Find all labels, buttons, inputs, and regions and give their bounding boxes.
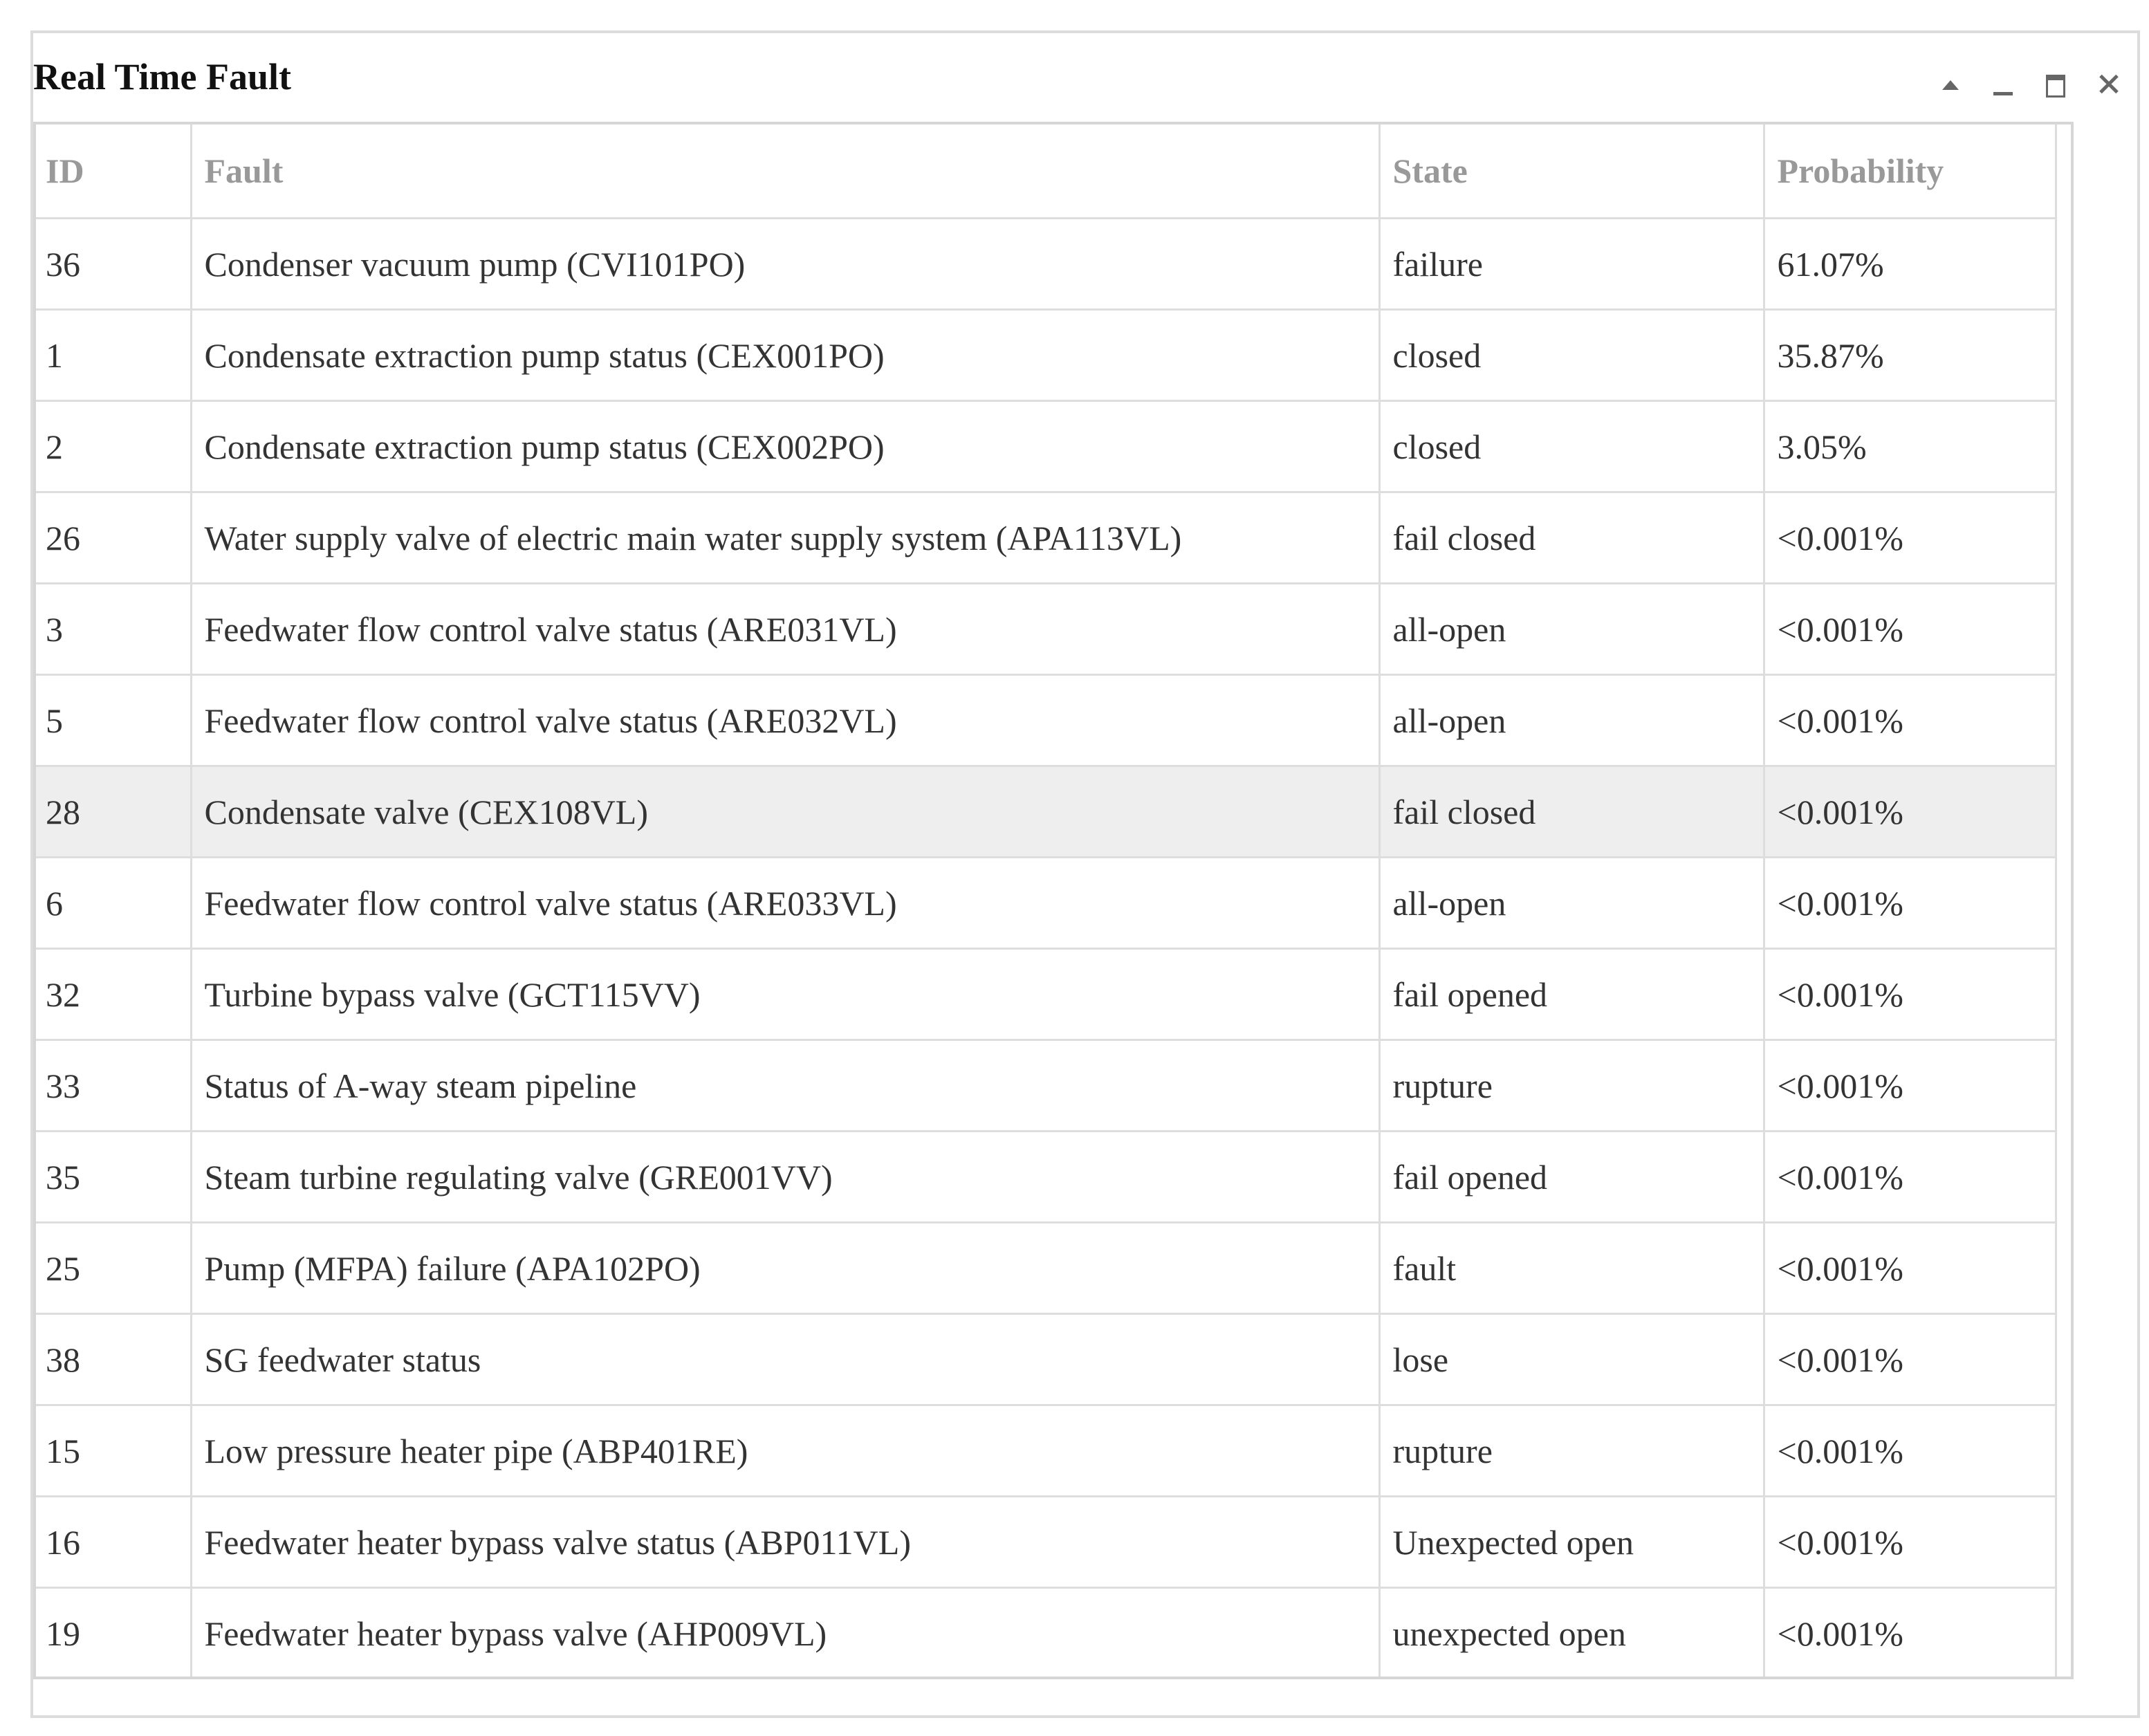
cell-probability: <0.001% (1764, 1222, 2057, 1315)
cell-fault: Feedwater flow control valve status (ARE… (191, 583, 1381, 676)
real-time-fault-panel: Real Time Fault ID Fault State Probabili… (30, 30, 2140, 1718)
table-row[interactable]: 16 Feedwater heater bypass valve status (… (36, 1496, 2057, 1589)
cell-id: 1 (36, 309, 192, 402)
cell-state: all-open (1379, 674, 1765, 767)
table-row[interactable]: 3 Feedwater flow control valve status (AR… (36, 583, 2057, 676)
cell-state: all-open (1379, 583, 1765, 676)
table-row[interactable]: 28 Condensate valve (CEX108VL) fail closed… (36, 766, 2057, 858)
cell-fault: Feedwater heater bypass valve (AHP009VL) (191, 1587, 1381, 1677)
close-icon[interactable] (2096, 72, 2121, 97)
cell-probability: <0.001% (1764, 492, 2057, 584)
cell-probability: <0.001% (1764, 1496, 2057, 1589)
cell-fault: Pump (MFPA) failure (APA102PO) (191, 1222, 1381, 1315)
cell-fault: Condensate extraction pump status (CEX00… (191, 400, 1381, 493)
column-header-fault[interactable]: Fault (191, 124, 1381, 219)
table-row[interactable]: 1 Condensate extraction pump status (CEX0… (36, 309, 2057, 402)
cell-state: closed (1379, 400, 1765, 493)
cell-probability: <0.001% (1764, 948, 2057, 1041)
cell-probability: <0.001% (1764, 857, 2057, 950)
cell-state: all-open (1379, 857, 1765, 950)
cell-state: fail closed (1379, 766, 1765, 858)
cell-id: 16 (36, 1496, 192, 1589)
cell-id: 32 (36, 948, 192, 1041)
cell-probability: <0.001% (1764, 1040, 2057, 1132)
cell-id: 36 (36, 218, 192, 311)
cell-id: 28 (36, 766, 192, 858)
column-header-state[interactable]: State (1379, 124, 1765, 219)
cell-fault: Condensate valve (CEX108VL) (191, 766, 1381, 858)
table-row[interactable]: 36 Condenser vacuum pump (CVI101PO) failur… (36, 218, 2057, 311)
cell-state: closed (1379, 309, 1765, 402)
cell-id: 26 (36, 492, 192, 584)
cell-fault: Condenser vacuum pump (CVI101PO) (191, 218, 1381, 311)
table-row[interactable]: 35 Steam turbine regulating valve (GRE001… (36, 1131, 2057, 1223)
fault-table-body: 36 Condenser vacuum pump (CVI101PO) failur… (36, 218, 2057, 1677)
cell-fault: SG feedwater status (191, 1313, 1381, 1406)
cell-probability: <0.001% (1764, 583, 2057, 676)
cell-fault: Feedwater flow control valve status (ARE… (191, 857, 1381, 950)
cell-id: 35 (36, 1131, 192, 1223)
cell-fault: Feedwater heater bypass valve status (AB… (191, 1496, 1381, 1589)
cell-id: 15 (36, 1405, 192, 1497)
table-row[interactable]: 32 Turbine bypass valve (GCT115VV) fail op… (36, 948, 2057, 1041)
table-row[interactable]: 6 Feedwater flow control valve status (AR… (36, 857, 2057, 950)
table-row[interactable]: 15 Low pressure heater pipe (ABP401RE) rup… (36, 1405, 2057, 1497)
cell-id: 38 (36, 1313, 192, 1406)
cell-state: fault (1379, 1222, 1765, 1315)
cell-probability: <0.001% (1764, 766, 2057, 858)
fault-table-container[interactable]: ID Fault State Probability 36 Condenser v… (33, 122, 2074, 1679)
cell-fault: Turbine bypass valve (GCT115VV) (191, 948, 1381, 1041)
column-header-id[interactable]: ID (36, 124, 192, 219)
cell-state: unexpected open (1379, 1587, 1765, 1677)
cell-probability: 3.05% (1764, 400, 2057, 493)
cell-state: Unexpected open (1379, 1496, 1765, 1589)
cell-probability: <0.001% (1764, 674, 2057, 767)
cell-fault: Condensate extraction pump status (CEX00… (191, 309, 1381, 402)
cell-id: 6 (36, 857, 192, 950)
cell-id: 25 (36, 1222, 192, 1315)
cell-fault: Low pressure heater pipe (ABP401RE) (191, 1405, 1381, 1497)
cell-id: 5 (36, 674, 192, 767)
table-row[interactable]: 26 Water supply valve of electric main wa… (36, 492, 2057, 584)
cell-state: rupture (1379, 1040, 1765, 1132)
table-row[interactable]: 19 Feedwater heater bypass valve (AHP009V… (36, 1587, 2057, 1677)
cell-probability: <0.001% (1764, 1131, 2057, 1223)
cell-probability: 35.87% (1764, 309, 2057, 402)
cell-probability: 61.07% (1764, 218, 2057, 311)
cell-state: rupture (1379, 1405, 1765, 1497)
fault-table: ID Fault State Probability 36 Condenser v… (36, 124, 2057, 1677)
table-header-row: ID Fault State Probability (36, 124, 2057, 219)
panel-title: Real Time Fault (33, 56, 291, 98)
table-row[interactable]: 25 Pump (MFPA) failure (APA102PO) fault <0.… (36, 1222, 2057, 1315)
cell-fault: Steam turbine regulating valve (GRE001VV… (191, 1131, 1381, 1223)
cell-fault: Status of A-way steam pipeline (191, 1040, 1381, 1132)
table-row[interactable]: 2 Condensate extraction pump status (CEX0… (36, 400, 2057, 493)
cell-probability: <0.001% (1764, 1587, 2057, 1677)
cell-fault: Water supply valve of electric main wate… (191, 492, 1381, 584)
cell-id: 33 (36, 1040, 192, 1132)
cell-probability: <0.001% (1764, 1405, 2057, 1497)
table-row[interactable]: 38 SG feedwater status lose <0.001% (36, 1313, 2057, 1406)
cell-probability: <0.001% (1764, 1313, 2057, 1406)
column-header-probability[interactable]: Probability (1764, 124, 2057, 219)
cell-state: lose (1379, 1313, 1765, 1406)
cell-state: fail opened (1379, 948, 1765, 1041)
cell-id: 3 (36, 583, 192, 676)
window-controls (1938, 64, 2121, 105)
cell-fault: Feedwater flow control valve status (ARE… (191, 674, 1381, 767)
minimize-icon[interactable] (1991, 72, 2016, 97)
cell-id: 2 (36, 400, 192, 493)
cell-state: fail closed (1379, 492, 1765, 584)
maximize-icon[interactable] (2043, 72, 2068, 98)
panel-titlebar: Real Time Fault (33, 33, 2137, 116)
cell-state: fail opened (1379, 1131, 1765, 1223)
cell-id: 19 (36, 1587, 192, 1677)
cell-state: failure (1379, 218, 1765, 311)
collapse-icon[interactable] (1938, 72, 1963, 97)
table-row[interactable]: 33 Status of A-way steam pipeline rupture <… (36, 1040, 2057, 1132)
table-row[interactable]: 5 Feedwater flow control valve status (AR… (36, 674, 2057, 767)
